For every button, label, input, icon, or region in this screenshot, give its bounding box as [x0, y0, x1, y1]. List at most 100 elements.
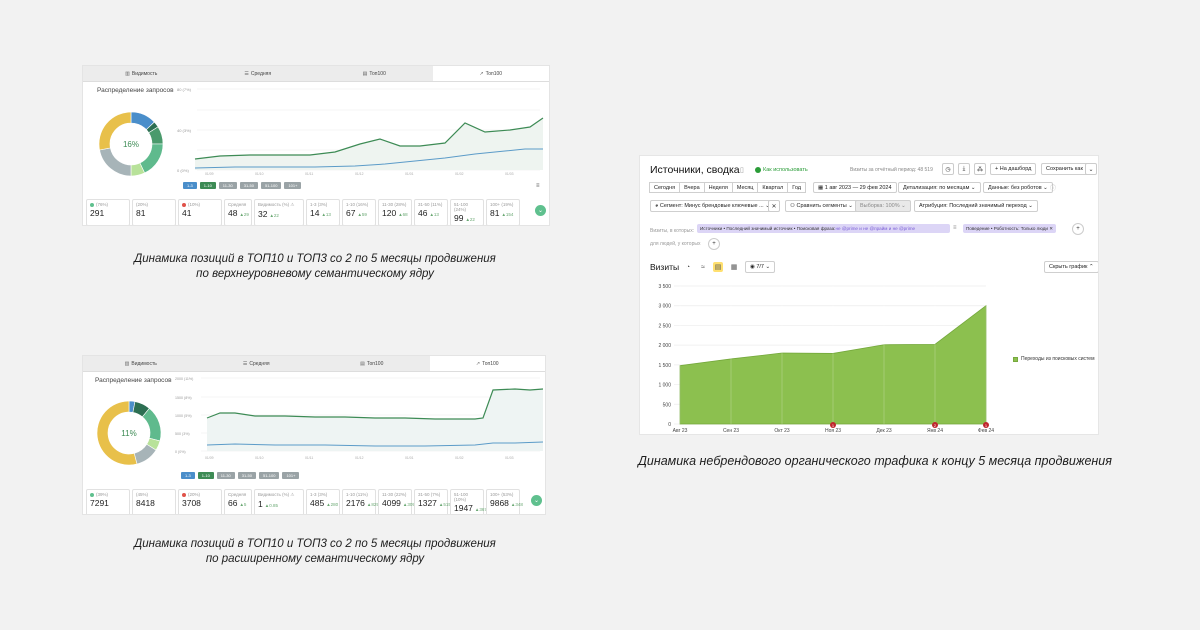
segment-toggle[interactable]: 11-30 [218, 182, 237, 189]
stat-tile[interactable]: (10%) 41 [178, 199, 222, 225]
donut-slice[interactable] [139, 143, 164, 174]
tab-top100[interactable]: ▤ Топ100 [360, 360, 384, 367]
filter-chip-robots[interactable]: Поведение • Роботность: Только люди ✕ [963, 224, 1057, 233]
period-option[interactable]: Неделя [703, 182, 733, 193]
donut-slice[interactable] [98, 111, 132, 151]
segment-toggle[interactable]: 1-3 [181, 472, 195, 479]
area-chart-icon[interactable]: ▤ [713, 262, 723, 272]
hide-chart-button[interactable]: Скрыть график ⌃ [1044, 261, 1098, 273]
segment-toggle[interactable]: 101+ [284, 182, 302, 189]
view-select[interactable]: ◉ 7/7 ⌄ [745, 261, 776, 273]
period-option[interactable]: Сегодня [649, 182, 681, 193]
tab-top100[interactable]: ▤ Топ100 [362, 70, 386, 77]
segment-toggle[interactable]: 51-100 [258, 472, 280, 479]
chevron-down-icon[interactable]: ⌄ [1085, 163, 1097, 175]
stat-tile[interactable]: 100+ (19%) 81 ▲154 [486, 199, 520, 225]
stat-tile[interactable]: Видимость (%) ⚠ 1 ▲0.85 [254, 489, 304, 514]
compare-segments-button[interactable]: ⚇ Сравнить сегменты ⌄ [785, 200, 858, 212]
line-chart-icon[interactable]: ≈ [701, 263, 705, 271]
save-as-button[interactable]: Сохранить как [1041, 163, 1088, 175]
stat-tile[interactable]: 1-10 (16%) 67 ▲59 [342, 199, 376, 225]
stat-tile[interactable]: Видимость (%) ⚠ 32 ▲22 [254, 199, 304, 225]
stat-tile[interactable]: 11-30 (28%) 120 ▲68 [378, 199, 412, 225]
stat-tile[interactable]: 100+ (53%) 9868 ▲348 [486, 489, 523, 514]
how-to-use-link[interactable]: Как использовать [755, 167, 808, 173]
add-people-filter-button[interactable]: + [708, 238, 720, 250]
tab-top100-active[interactable]: ↗ Топ100 [429, 356, 545, 371]
clock-icon[interactable]: ◷ [942, 163, 954, 175]
period-option[interactable]: Год [787, 182, 806, 193]
status-dot-icon [182, 492, 186, 497]
stat-tile[interactable]: (76%) 291 [86, 199, 130, 225]
segment-toggle[interactable]: 31-50 [239, 182, 258, 189]
menu-icon[interactable]: ≡ [536, 183, 540, 189]
stat-tile[interactable]: 31-50 (11%) 46 ▲13 [414, 199, 448, 225]
stat-tile[interactable]: 1-3 (3%) 485 ▲280 [306, 489, 340, 514]
segment-toggle[interactable]: 31-50 [237, 472, 256, 479]
segment-toggle[interactable]: 101+ [282, 472, 300, 479]
annotation-marker[interactable] [830, 422, 836, 428]
pie-chart-icon[interactable]: ◔ [685, 263, 691, 271]
stat-tile[interactable]: 1-10 (11%) 2176 ▲829 [342, 489, 379, 514]
data-select[interactable]: Данные: без роботов ⌄ [983, 182, 1053, 193]
series-area[interactable] [679, 304, 987, 425]
tab-average[interactable]: ☰ Средняя [242, 360, 270, 367]
stat-tile[interactable]: 11-30 (22%) 4099 ▲309 [378, 489, 415, 514]
period-option[interactable]: Месяц [731, 182, 759, 193]
stat-tile[interactable]: 31-50 (7%) 1327 ▲515 [414, 489, 451, 514]
stat-caption: 31-50 (11%) [418, 202, 444, 207]
donut-slice[interactable] [99, 147, 132, 177]
detail-select[interactable]: Детализация: по месяцам ⌄ [898, 182, 981, 193]
segment-select[interactable]: ◕ Сегмент: Минус брендовые ключевые ... … [650, 200, 770, 212]
segment-toggle[interactable]: 11-30 [216, 472, 235, 479]
stat-tile[interactable]: 51-100 (24%) 99 ▲22 [450, 199, 484, 225]
stat-tile[interactable]: (20%) 3708 [178, 489, 222, 514]
donut-slice[interactable] [96, 400, 138, 466]
expand-button[interactable]: ⌄ [531, 495, 542, 506]
legend-checkbox[interactable] [1013, 356, 1018, 362]
caption-line: Динамика небрендового органического траф… [638, 454, 1112, 468]
stat-tile[interactable]: Средняя 66 ▲5 [224, 489, 252, 514]
bookmark-icon[interactable]: ▯ [740, 167, 744, 174]
stat-tile[interactable]: (45%) 8418 [132, 489, 176, 514]
stat-caption-text: 51-100 (24%) [454, 202, 469, 212]
tab-average[interactable]: ☰ Средняя [244, 70, 272, 77]
donut-slice[interactable] [141, 407, 162, 442]
stat-value: 48 ▲29 [228, 208, 249, 218]
info-icon[interactable]: ⓘ [1050, 186, 1057, 192]
stat-tile[interactable]: (20%) 81 [132, 199, 176, 225]
tab-visibility[interactable]: ▥ Видимость [124, 360, 157, 367]
tab-visibility[interactable]: ▥ Видимость [125, 70, 158, 77]
close-icon[interactable]: ✕ [768, 200, 780, 212]
stat-value: 4099 ▲309 [382, 498, 415, 508]
period-option[interactable]: Вчера [679, 182, 705, 193]
trend-icon: ↗ [475, 360, 481, 367]
stat-tile[interactable]: (39%) 7291 [86, 489, 130, 514]
period-option[interactable]: Квартал [757, 182, 789, 193]
settings-icon[interactable]: ⁂ [974, 163, 986, 175]
sample-select[interactable]: Выборка: 100% ⌄ [855, 200, 911, 212]
stat-value: 14 ▲13 [310, 208, 331, 218]
trend-icon: ↗ [479, 70, 484, 77]
add-to-dashboard-button[interactable]: + На дашборд [990, 163, 1037, 175]
segment-toggle[interactable]: 1-3 [183, 182, 197, 189]
annotation-marker[interactable] [983, 422, 989, 428]
stat-tile[interactable]: 1-3 (3%) 14 ▲13 [306, 199, 340, 225]
chart-legend[interactable]: Переходы из поисковых систем [1013, 356, 1095, 362]
download-icon[interactable]: ⤓ [958, 163, 970, 175]
stat-value: 9868 ▲348 [490, 498, 523, 508]
x-tick-label: Ноя 23 [825, 428, 841, 434]
date-range-picker[interactable]: ▦ 1 авг 2023 — 29 фев 2024 [813, 182, 897, 193]
stat-tile[interactable]: 51-100 (10%) 1947 ▲367 [450, 489, 487, 514]
annotation-marker[interactable] [932, 422, 938, 428]
add-filter-button[interactable]: + [1072, 223, 1084, 235]
segment-toggle[interactable]: 51-100 [260, 182, 282, 189]
segment-toggle[interactable]: 1-10 [197, 472, 214, 479]
stat-tile[interactable]: Средняя 48 ▲29 [224, 199, 252, 225]
segment-toggle[interactable]: 1-10 [199, 182, 216, 189]
tab-top100-active[interactable]: ↗ Топ100 [432, 66, 549, 81]
filter-chip-source[interactable]: Источники • Последний значимый источник … [697, 224, 950, 233]
attribution-select[interactable]: Атрибуция: Последний значимый переход ⌄ [914, 200, 1038, 212]
table-chart-icon[interactable]: ▦ [730, 264, 738, 271]
expand-button[interactable]: ⌄ [535, 205, 546, 216]
